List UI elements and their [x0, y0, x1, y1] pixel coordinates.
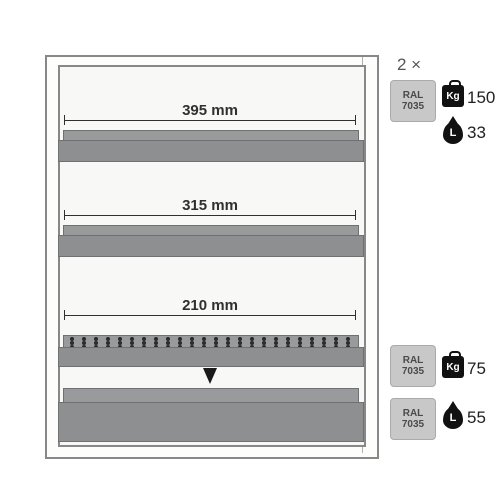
dim-line-mid — [64, 215, 356, 216]
dim-line-top — [64, 120, 356, 121]
dim-tick — [64, 210, 65, 220]
ral-code: 7035 — [402, 101, 424, 113]
sump-tray-front — [58, 402, 364, 442]
dim-line-perf — [64, 315, 356, 316]
diagram-root: 395 mm 315 mm 210 mm 2 × RAL 7035 Kg 150… — [0, 0, 500, 500]
weight-icon: Kg — [442, 85, 464, 107]
weight-value-top: 150 — [467, 88, 495, 108]
ral-text: RAL — [403, 408, 424, 420]
volume-icon: L — [443, 407, 463, 429]
dim-tick — [355, 310, 356, 320]
dim-tick — [355, 210, 356, 220]
weight-icon: Kg — [442, 356, 464, 378]
volume-icon: L — [443, 122, 463, 144]
dim-label-perf: 210 mm — [60, 297, 360, 314]
ral-code: 7035 — [402, 366, 424, 378]
ral-text: RAL — [403, 355, 424, 367]
ral-code: 7035 — [402, 419, 424, 431]
ral-swatch-mid: RAL 7035 — [390, 345, 436, 387]
dim-tick — [64, 310, 65, 320]
dim-label-mid: 315 mm — [60, 197, 360, 214]
weight-value-mid: 75 — [467, 359, 486, 379]
volume-value-bottom: 55 — [467, 408, 486, 428]
dim-tick — [355, 115, 356, 125]
top-shelf-front — [58, 140, 364, 162]
mid-shelf-front — [58, 235, 364, 257]
ral-swatch-top: RAL 7035 — [390, 80, 436, 122]
perforated-shelf-front — [58, 347, 364, 367]
multiplier-label: 2 × — [397, 55, 421, 75]
dim-tick — [64, 115, 65, 125]
volume-value-top: 33 — [467, 123, 486, 143]
dim-label-top: 395 mm — [60, 102, 360, 119]
arrow-down-icon — [203, 368, 217, 384]
ral-text: RAL — [403, 90, 424, 102]
ral-swatch-bottom: RAL 7035 — [390, 398, 436, 440]
